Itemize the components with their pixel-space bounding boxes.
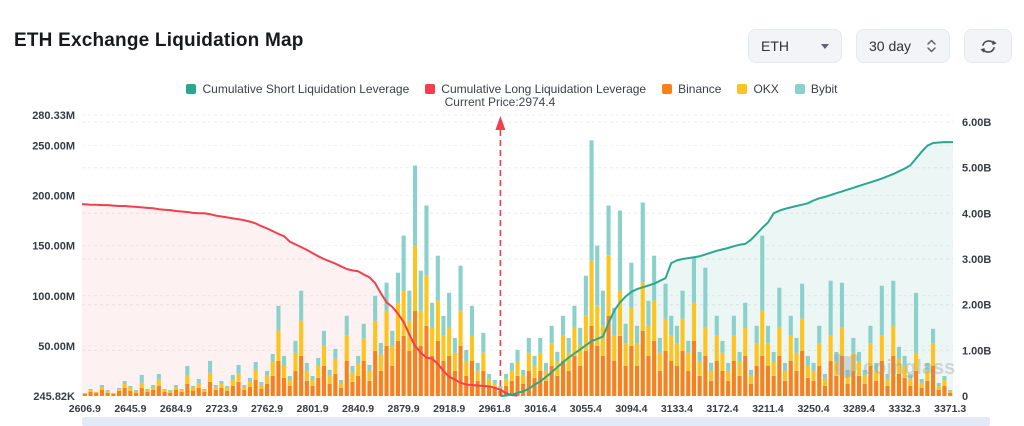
page-title: ETH Exchange Liquidation Map (14, 30, 304, 51)
legend-label-okx: OKX (753, 82, 779, 96)
datazoom-slider[interactable] (82, 417, 990, 426)
chart-controls: ETH 30 day (748, 29, 1012, 63)
svg-text:2961.8: 2961.8 (479, 403, 511, 415)
svg-text:1.00B: 1.00B (962, 345, 991, 357)
svg-text:100.00M: 100.00M (32, 291, 75, 303)
svg-text:2918.9: 2918.9 (433, 403, 465, 415)
svg-text:245.82K: 245.82K (33, 391, 75, 403)
svg-text:0: 0 (962, 391, 968, 403)
svg-text:2762.9: 2762.9 (251, 403, 283, 415)
svg-text:3289.4: 3289.4 (843, 403, 875, 415)
chevron-down-icon (821, 43, 829, 49)
svg-text:2840.9: 2840.9 (342, 403, 374, 415)
svg-text:3094.4: 3094.4 (615, 403, 647, 415)
svg-text:2801.9: 2801.9 (297, 403, 329, 415)
period-select-value: 30 day (869, 38, 912, 54)
svg-text:250.00M: 250.00M (32, 140, 75, 152)
svg-text:coinglass: coinglass (863, 357, 955, 379)
svg-text:3055.4: 3055.4 (570, 403, 602, 415)
legend-label-bybit: Bybit (810, 82, 838, 96)
svg-text:3250.4: 3250.4 (797, 403, 829, 415)
legend-item-bybit[interactable]: Bybit (794, 82, 838, 96)
svg-text:2723.9: 2723.9 (205, 403, 237, 415)
svg-text:2879.9: 2879.9 (388, 403, 420, 415)
liquidation-chart[interactable]: coinglass 280.33M 250.00M 200.00M 150.00M 10… (0, 110, 1024, 426)
current-price-label: Current Price:2974.4 (444, 95, 556, 109)
svg-text:4.00B: 4.00B (962, 208, 991, 220)
svg-text:5.00B: 5.00B (962, 163, 991, 175)
svg-text:3332.3: 3332.3 (889, 403, 921, 415)
svg-text:150.00M: 150.00M (32, 241, 75, 253)
legend-swatch-short (186, 84, 197, 94)
svg-text:2645.9: 2645.9 (114, 403, 146, 415)
symbol-select[interactable]: ETH (748, 29, 842, 63)
svg-text:280.33M: 280.33M (32, 110, 75, 122)
refresh-icon (979, 37, 998, 56)
svg-text:3133.4: 3133.4 (661, 403, 693, 415)
svg-text:3371.3: 3371.3 (934, 403, 966, 415)
symbol-select-value: ETH (761, 38, 789, 54)
legend-label-short: Cumulative Short Liquidation Leverage (202, 82, 410, 96)
legend-item-cumulative-long[interactable]: Cumulative Long Liquidation Leverage (425, 82, 646, 96)
svg-text:50.00M: 50.00M (38, 341, 75, 353)
legend-label-binance: Binance (678, 82, 722, 96)
svg-text:3172.4: 3172.4 (706, 403, 738, 415)
spinner-arrows-icon (926, 38, 937, 54)
legend-label-long: Cumulative Long Liquidation Leverage (441, 82, 647, 96)
svg-text:2684.9: 2684.9 (160, 403, 192, 415)
svg-text:6.00B: 6.00B (962, 117, 991, 129)
svg-text:3211.4: 3211.4 (752, 403, 784, 415)
legend-item-cumulative-short[interactable]: Cumulative Short Liquidation Leverage (186, 82, 409, 96)
period-select[interactable]: 30 day (856, 29, 950, 63)
svg-text:2.00B: 2.00B (962, 300, 991, 312)
chart-legend: Cumulative Short Liquidation Leverage Cu… (0, 82, 1024, 96)
refresh-button[interactable] (964, 29, 1012, 63)
legend-swatch-bybit (794, 84, 805, 94)
svg-text:3.00B: 3.00B (962, 254, 991, 266)
svg-text:2606.9: 2606.9 (69, 403, 101, 415)
legend-swatch-long (425, 84, 436, 94)
legend-swatch-okx (737, 84, 748, 94)
legend-item-okx[interactable]: OKX (737, 82, 779, 96)
svg-text:200.00M: 200.00M (32, 191, 75, 203)
legend-swatch-binance (662, 84, 673, 94)
legend-item-binance[interactable]: Binance (662, 82, 721, 96)
svg-text:3016.4: 3016.4 (524, 403, 556, 415)
